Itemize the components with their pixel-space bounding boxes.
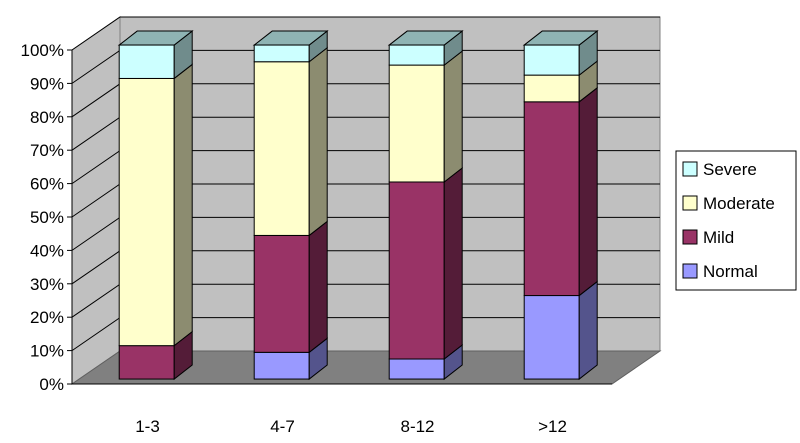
y-tick-label: 0% [39, 375, 64, 394]
bar-segment-normal-3 [523, 280, 598, 381]
bar-front [388, 64, 445, 183]
bar-segment-moderate-1 [253, 46, 328, 237]
bar-segment-severe-0 [117, 30, 194, 80]
bar-segment-severe-1 [252, 30, 329, 63]
bar-front [118, 345, 175, 380]
legend-item-mild: Mild [682, 228, 734, 247]
y-tick-label: 50% [30, 208, 64, 227]
y-tick-label: 70% [30, 141, 64, 160]
bar-side [443, 50, 463, 184]
bar-top [252, 30, 329, 46]
bar-side [578, 86, 598, 297]
y-tick-label: 60% [30, 175, 64, 194]
bar-side [173, 63, 193, 347]
legend-label: Normal [703, 262, 758, 281]
x-axis-tick-labels: 1-3 4-7 8-12 >12 [135, 417, 567, 436]
bar-segment-moderate-2 [388, 50, 463, 184]
bar-segment-mild-3 [523, 86, 598, 297]
x-tick-label: 8-12 [400, 417, 434, 436]
bar-segment-moderate-3 [523, 60, 598, 103]
legend-swatch [682, 229, 698, 245]
bar-front [523, 295, 580, 380]
bar-front [253, 61, 310, 236]
bar-front [118, 44, 175, 79]
bar-segment-severe-2 [387, 30, 464, 67]
legend: Severe Moderate Mild Normal [675, 150, 797, 291]
bar-front [388, 44, 445, 66]
legend-label: Moderate [703, 194, 775, 213]
bar-segment-mild-2 [388, 166, 463, 361]
bar-front [388, 358, 445, 380]
bar-front [253, 44, 310, 63]
legend-item-moderate: Moderate [682, 194, 775, 213]
x-tick-label: >12 [538, 417, 567, 436]
bar-front [388, 181, 445, 360]
y-tick-label: 30% [30, 275, 64, 294]
bar-front [253, 351, 310, 380]
bar-segment-severe-3 [522, 30, 599, 77]
bar-front [253, 234, 310, 353]
bar-segment-moderate-0 [118, 63, 193, 347]
gridline [71, 16, 660, 51]
bar-top [117, 30, 194, 46]
legend-swatch [682, 263, 698, 279]
legend-item-normal: Normal [682, 262, 758, 281]
bar-front [523, 101, 580, 297]
bars [117, 30, 599, 381]
legend-swatch [682, 161, 698, 177]
bar-top [522, 30, 599, 46]
bar-side [578, 280, 598, 381]
bar-segment-mild-1 [253, 220, 328, 354]
y-tick-label: 80% [30, 108, 64, 127]
y-axis-tick-labels: 0% 10% 20% 30% 40% 50% 60% 70% 80% 90% 100% [21, 41, 64, 394]
y-tick-label: 100% [21, 41, 64, 60]
bar-side [308, 46, 328, 237]
legend-label: Severe [703, 160, 757, 179]
legend-swatch [682, 195, 698, 211]
bar-segment-mild-0 [118, 330, 193, 381]
y-tick-label: 40% [30, 241, 64, 260]
bar-front [523, 74, 580, 103]
y-tick-label: 10% [30, 342, 64, 361]
y-tick-label: 20% [30, 308, 64, 327]
x-tick-label: 1-3 [135, 417, 160, 436]
bar-segment-normal-2 [388, 343, 463, 381]
legend-label: Mild [703, 228, 734, 247]
x-tick-label: 4-7 [270, 417, 295, 436]
legend-item-severe: Severe [682, 160, 757, 179]
axes [67, 49, 612, 385]
bar-top [387, 30, 464, 46]
bar-side [443, 166, 463, 361]
bar-side [308, 220, 328, 354]
bar-front [523, 44, 580, 76]
y-tick-label: 90% [30, 74, 64, 93]
bar-front [118, 77, 175, 347]
